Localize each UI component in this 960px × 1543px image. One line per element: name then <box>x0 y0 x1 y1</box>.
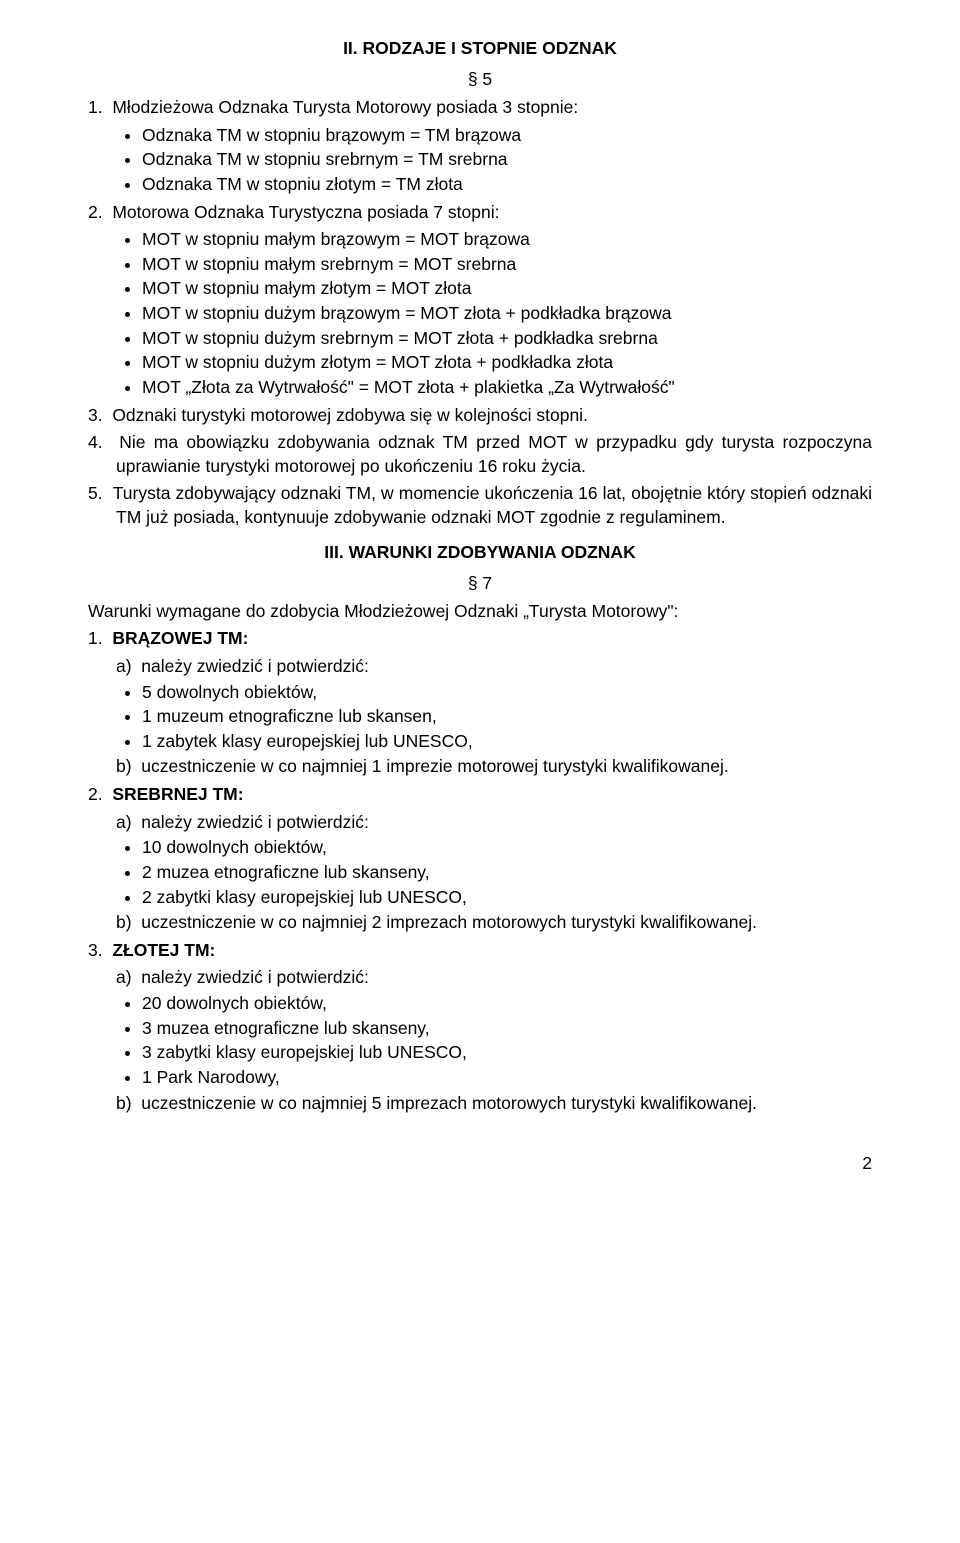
list-item: MOT w stopniu dużym brązowym = MOT złota… <box>142 302 872 326</box>
item-5: 5. Turysta zdobywający odznaki TM, w mom… <box>88 482 872 529</box>
paragraph-marker-7: § 7 <box>88 573 872 594</box>
list-item: 1 muzeum etnograficzne lub skansen, <box>142 705 872 729</box>
tm-label: ZŁOTEJ TM: <box>112 940 215 960</box>
tm2-bullets: 10 dowolnych obiektów, 2 muzea etnografi… <box>142 836 872 909</box>
document-page: II. RODZAJE I STOPNIE ODZNAK § 5 1. Młod… <box>0 0 960 1202</box>
list-item: MOT w stopniu małym brązowym = MOT brązo… <box>142 228 872 252</box>
list-item: 5 dowolnych obiektów, <box>142 681 872 705</box>
tm-label: BRĄZOWEJ TM: <box>112 628 248 648</box>
paragraph-marker-5: § 5 <box>88 69 872 90</box>
list-item: MOT w stopniu małym złotym = MOT złota <box>142 277 872 301</box>
list-item: MOT w stopniu dużym złotym = MOT złota +… <box>142 351 872 375</box>
tm3-a: a) należy zwiedzić i potwierdzić: <box>116 966 872 990</box>
tm-num: 1. <box>88 628 112 648</box>
warunki-intro: Warunki wymagane do zdobycia Młodzieżowe… <box>88 600 872 624</box>
list-item: 1 Park Narodowy, <box>142 1066 872 1090</box>
list-item: MOT w stopniu dużym srebrnym = MOT złota… <box>142 327 872 351</box>
item-4: 4. Nie ma obowiązku zdobywania odznak TM… <box>88 431 872 478</box>
tm3-bullets: 20 dowolnych obiektów, 3 muzea etnografi… <box>142 992 872 1090</box>
item-3: 3. Odznaki turystyki motorowej zdobywa s… <box>88 404 872 428</box>
tm1-b: b) uczestniczenie w co najmniej 1 imprez… <box>116 755 872 779</box>
list-item: MOT w stopniu małym srebrnym = MOT srebr… <box>142 253 872 277</box>
item-2-intro: 2. Motorowa Odznaka Turystyczna posiada … <box>88 201 872 225</box>
list-item: 10 dowolnych obiektów, <box>142 836 872 860</box>
tm-num: 3. <box>88 940 112 960</box>
list-item: 3 zabytki klasy europejskiej lub UNESCO, <box>142 1041 872 1065</box>
list-item: Odznaka TM w stopniu brązowym = TM brązo… <box>142 124 872 148</box>
section-heading-rodzaje: II. RODZAJE I STOPNIE ODZNAK <box>88 38 872 59</box>
tm2-b: b) uczestniczenie w co najmniej 2 imprez… <box>116 911 872 935</box>
tm-label: SREBRNEJ TM: <box>112 784 243 804</box>
item-1-bullets: Odznaka TM w stopniu brązowym = TM brązo… <box>142 124 872 197</box>
item-2-bullets: MOT w stopniu małym brązowym = MOT brązo… <box>142 228 872 399</box>
tm-brazowa-heading: 1. BRĄZOWEJ TM: <box>88 627 872 651</box>
list-item: 3 muzea etnograficzne lub skanseny, <box>142 1017 872 1041</box>
tm1-bullets: 5 dowolnych obiektów, 1 muzeum etnografi… <box>142 681 872 754</box>
list-item: MOT „Złota za Wytrwałość" = MOT złota + … <box>142 376 872 400</box>
item-1-intro: 1. Młodzieżowa Odznaka Turysta Motorowy … <box>88 96 872 120</box>
tm3-b: b) uczestniczenie w co najmniej 5 imprez… <box>116 1092 872 1116</box>
tm2-a: a) należy zwiedzić i potwierdzić: <box>116 811 872 835</box>
section-heading-warunki: III. WARUNKI ZDOBYWANIA ODZNAK <box>88 542 872 563</box>
tm1-a: a) należy zwiedzić i potwierdzić: <box>116 655 872 679</box>
tm-zlota-heading: 3. ZŁOTEJ TM: <box>88 939 872 963</box>
list-item: Odznaka TM w stopniu złotym = TM złota <box>142 173 872 197</box>
list-item: Odznaka TM w stopniu srebrnym = TM srebr… <box>142 148 872 172</box>
tm-srebrna-heading: 2. SREBRNEJ TM: <box>88 783 872 807</box>
list-item: 2 zabytki klasy europejskiej lub UNESCO, <box>142 886 872 910</box>
page-number: 2 <box>88 1153 872 1174</box>
list-item: 2 muzea etnograficzne lub skanseny, <box>142 861 872 885</box>
list-item: 20 dowolnych obiektów, <box>142 992 872 1016</box>
tm-num: 2. <box>88 784 112 804</box>
list-item: 1 zabytek klasy europejskiej lub UNESCO, <box>142 730 872 754</box>
